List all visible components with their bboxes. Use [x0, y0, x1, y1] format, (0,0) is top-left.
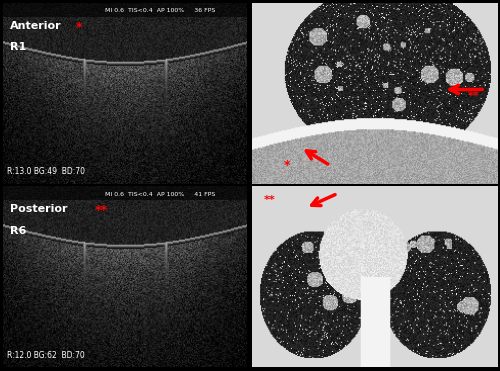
Text: Anterior: Anterior	[10, 21, 62, 31]
Text: **: **	[264, 194, 276, 204]
Text: **: **	[468, 91, 479, 101]
Text: MI 0.6  TIS<0.4  AP 100%     41 FPS: MI 0.6 TIS<0.4 AP 100% 41 FPS	[105, 192, 215, 197]
Text: R1: R1	[10, 42, 26, 52]
Text: R:12.0 BG:62  BD:70: R:12.0 BG:62 BD:70	[8, 351, 85, 360]
Text: Posterior: Posterior	[10, 204, 68, 214]
Text: *: *	[76, 21, 82, 34]
Text: MI 0.6  TIS<0.4  AP 100%     36 FPS: MI 0.6 TIS<0.4 AP 100% 36 FPS	[105, 8, 215, 13]
Text: *: *	[284, 159, 290, 172]
Text: R6: R6	[10, 226, 26, 236]
Text: R:13.0 BG:49  BD:70: R:13.0 BG:49 BD:70	[8, 167, 86, 176]
Text: **: **	[95, 204, 108, 217]
